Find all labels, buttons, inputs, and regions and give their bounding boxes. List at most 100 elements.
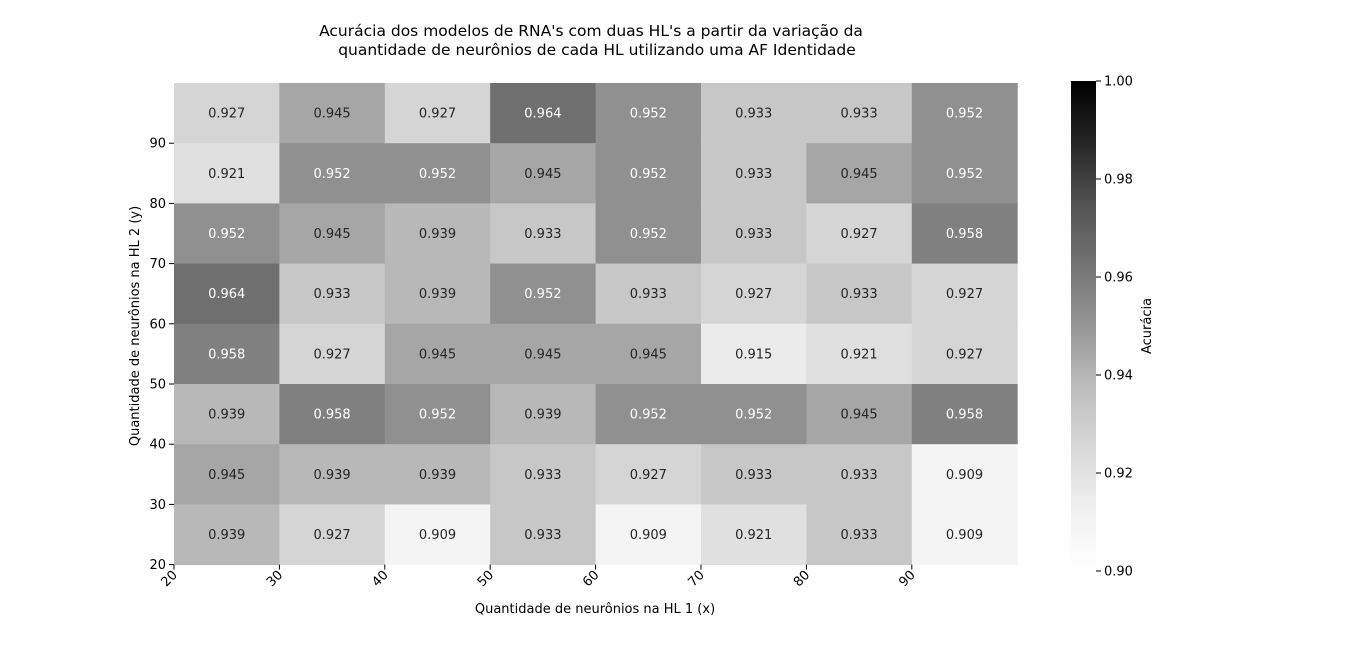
heatmap-cell [806,384,913,445]
heatmap-cell-label: 0.939 [419,468,456,483]
heatmap-cell-label: 0.927 [208,107,245,122]
heatmap-cell [279,203,386,265]
heatmap-cell [595,444,702,505]
heatmap-cell-label: 0.958 [313,408,350,423]
heatmap-cell-label: 0.927 [946,347,983,362]
heatmap-cell-label: 0.945 [524,167,561,182]
y-tick-label: 60 [149,317,166,332]
x-axis: 20 30 40 50 60 70 80 90 Quantidade de neurônios… [159,564,919,617]
heatmap-cell-label: 0.939 [313,468,350,483]
heatmap-cell [279,83,386,144]
heatmap-cell [911,143,1018,204]
heatmap-cell-label: 0.909 [946,528,983,543]
heatmap-cell [279,143,386,204]
heatmap-cell [595,384,702,445]
heatmap-cell-label: 0.921 [840,347,877,362]
heatmap-cell [384,444,491,505]
y-tick-label: 50 [149,378,166,393]
heatmap-cell [490,444,597,505]
heatmap-cell-label: 0.952 [630,227,667,242]
heatmap-cell-label: 0.927 [735,287,772,302]
heatmap-cell [174,323,280,385]
heatmap-cell-label: 0.952 [419,167,456,182]
heatmap-cell-label: 0.927 [313,347,350,362]
heatmap-cell-label: 0.933 [524,227,561,242]
x-axis-label: Quantidade de neurônios na HL 1 (x) [475,602,715,617]
heatmap-cell-label: 0.939 [419,287,456,302]
x-tick-label: 50 [475,568,497,590]
heatmap-cell-label: 0.945 [630,347,667,362]
heatmap-cell [595,263,702,325]
heatmap-cell [701,384,807,445]
heatmap-cell [384,83,491,144]
heatmap-cell [806,444,913,505]
heatmap-cell-label: 0.933 [524,468,561,483]
heatmap-cell [911,323,1018,385]
heatmap-cell [279,504,386,566]
heatmap-cell [384,323,491,385]
heatmap-cell [595,504,702,566]
heatmap-cell-label: 0.958 [946,408,983,423]
colorbar-tick-group: 0.90 0.92 0.94 0.96 0.98 1.00 [1096,75,1133,580]
heatmap-cell [806,263,913,325]
colorbar: 0.90 0.92 0.94 0.96 0.98 1.00 Acurácia [1071,75,1155,580]
heatmap-cell [174,444,280,505]
heatmap-cell-label: 0.945 [313,227,350,242]
heatmap-cell [806,203,913,265]
colorbar-label: Acurácia [1140,298,1155,354]
heatmap-cell [595,203,702,265]
heatmap-cell-label: 0.939 [524,408,561,423]
heatmap-cell-label: 0.952 [735,408,772,423]
x-tick-label: 80 [791,568,813,590]
heatmap-cell [490,263,597,325]
heatmap-cell [384,263,491,325]
heatmap-cell [701,143,807,204]
heatmap-cell-label: 0.933 [840,287,877,302]
heatmap-cell-label: 0.927 [313,528,350,543]
colorbar-tick-label: 0.90 [1104,565,1133,580]
y-axis: 20 30 40 50 60 70 80 90 Quantidade de neurônios… [128,137,174,573]
heatmap-cell-label: 0.952 [630,167,667,182]
heatmap-cell-label: 0.933 [630,287,667,302]
heatmap-cell [490,384,597,445]
y-tick-label: 40 [149,438,166,453]
heatmap-cell [174,384,280,445]
heatmap-cell-label: 0.927 [419,107,456,122]
heatmap-cell-label: 0.927 [946,287,983,302]
y-tick-label: 90 [149,137,166,152]
heatmap-cell-label: 0.909 [946,468,983,483]
heatmap-cell-label: 0.958 [946,227,983,242]
colorbar-tick-label: 0.96 [1104,271,1133,286]
heatmap-cell-label: 0.915 [735,347,772,362]
x-tick-label: 70 [686,568,708,590]
heatmap-cell-label: 0.939 [208,528,245,543]
heatmap-cell [595,143,702,204]
colorbar-tick-label: 0.92 [1104,467,1133,482]
heatmap-cell [174,83,280,144]
heatmap-cell-label: 0.939 [208,408,245,423]
chart-title-line-2: quantidade de neurônios de cada HL utili… [338,41,856,59]
heatmap-cell-label: 0.945 [840,167,877,182]
heatmap-cell-label: 0.939 [419,227,456,242]
heatmap-cell [279,444,386,505]
heatmap-cell-label: 0.933 [524,528,561,543]
heatmap-cell [595,83,702,144]
heatmap-cell-label: 0.964 [208,287,245,302]
colorbar-gradient [1071,81,1096,571]
heatmap-cell-label: 0.933 [840,468,877,483]
heatmap-cell [701,444,807,505]
heatmap-cell-labels: 0.927 0.945 0.927 0.964 0.952 0.933 0.933 0.952… [208,107,983,543]
colorbar-tick-label: 1.00 [1104,75,1133,90]
heatmap-cell-label: 0.933 [735,227,772,242]
heatmap-cell [806,323,913,385]
heatmap-cell [701,203,807,265]
colorbar-tick-label: 0.98 [1104,173,1133,188]
heatmap-cell [701,263,807,325]
heatmap-cell-label: 0.933 [840,528,877,543]
heatmap-cell [911,444,1018,505]
colorbar-tick-label: 0.94 [1104,369,1133,384]
heatmap-cell [806,504,913,566]
heatmap-cell [384,504,491,566]
chart-title: Acurácia dos modelos de RNA's com duas H… [319,22,863,59]
